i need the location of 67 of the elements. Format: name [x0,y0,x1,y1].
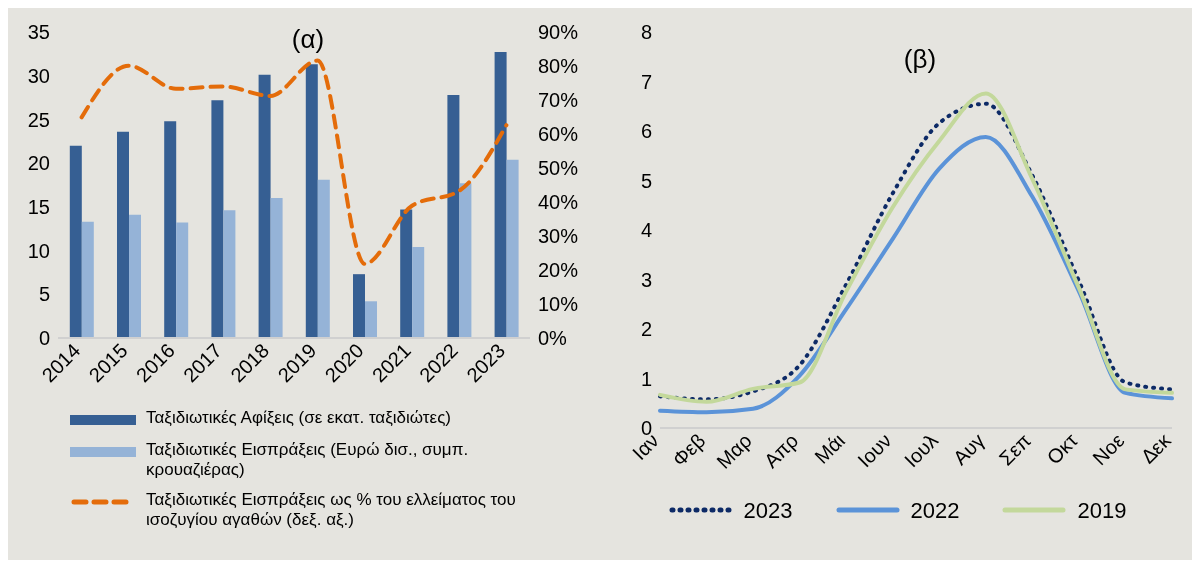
bar [164,121,177,338]
y-tick-label: 10 [27,239,50,262]
bar [365,301,377,338]
bar [270,198,283,338]
bar [258,74,271,338]
y2-tick-label: 0% [538,327,568,350]
y-tick-label: 0 [38,327,50,350]
y-tick-label: 8 [640,21,652,44]
x-tick-label: Φεβ [668,429,710,471]
y2-tick-label: 10% [538,293,579,316]
bar [317,179,330,338]
y-tick-label: 7 [640,70,652,93]
y2-tick-label: 80% [538,55,579,78]
x-tick-label: Ιουν [853,429,896,472]
x-tick-label: Μάι [810,429,850,468]
bar [494,52,507,338]
line-series [79,58,509,266]
bar [69,145,82,338]
y-tick-label: 4 [640,219,652,242]
legend-label: Ταξιδιωτικές Εισπράξεις (Ευρώ δισ., συμπ. κρουαζιέρας) [146,440,470,480]
chart-title: (α) [290,24,326,55]
bar [447,94,460,338]
y-tick-label: 5 [640,169,652,192]
bar [211,100,224,338]
text: (β) [902,44,938,75]
y2-tick-label: 60% [538,123,579,146]
y2-tick-label: 20% [538,259,579,282]
legend-label: 2022 [910,498,960,524]
x-tick-label: Δεκ [1136,428,1176,468]
bar [400,209,413,338]
bar [305,64,318,338]
legend-label: 2023 [743,498,793,524]
y2-tick-label: 90% [538,21,579,44]
y-tick-label: 0 [640,417,652,440]
y-tick-label: 15 [27,195,50,218]
bar [223,210,236,338]
x-tick-label: Απρ [759,429,803,473]
x-tick-label: Ιουλ [899,429,943,472]
y2-tick-label: 70% [538,89,579,112]
x-tick-label: Οκτ [1042,429,1082,469]
y-tick-label: 2 [640,318,652,341]
bar [129,214,141,338]
x-tick-label: Αυγ [948,429,989,470]
y-tick-label: 6 [640,120,652,143]
y-tick-label: 20 [27,152,50,175]
y-tick-label: 3 [640,268,652,291]
y-tick-label: 30 [27,64,50,87]
y2-tick-label: 40% [538,191,579,214]
legend-label: Ταξιδιωτικές Εισπράξεις ως % του ελλείματος του ισοζυγίου αγαθών (δεξ. αξ.) [146,490,517,530]
y2-tick-label: 50% [538,157,579,180]
bar [459,183,472,338]
x-tick-label: Νοε [1088,429,1129,470]
y-tick-label: 35 [27,21,50,44]
bar [353,274,365,338]
bar [412,247,425,338]
x-tick-label: Σεπ [994,429,1036,470]
bar [81,221,94,338]
legend-label: Ταξιδιωτικές Αφίξεις (σε εκατ. ταξιδιώτες) [146,408,452,428]
legend-label: 2019 [1077,498,1127,524]
y-tick-label: 1 [640,367,652,390]
bar [506,159,519,338]
y2-tick-label: 30% [538,225,579,248]
bar [176,222,189,338]
y-tick-label: 25 [27,108,50,131]
y-tick-label: 5 [38,283,50,306]
x-tick-label: Μαρ [712,429,756,473]
bar [117,131,129,338]
